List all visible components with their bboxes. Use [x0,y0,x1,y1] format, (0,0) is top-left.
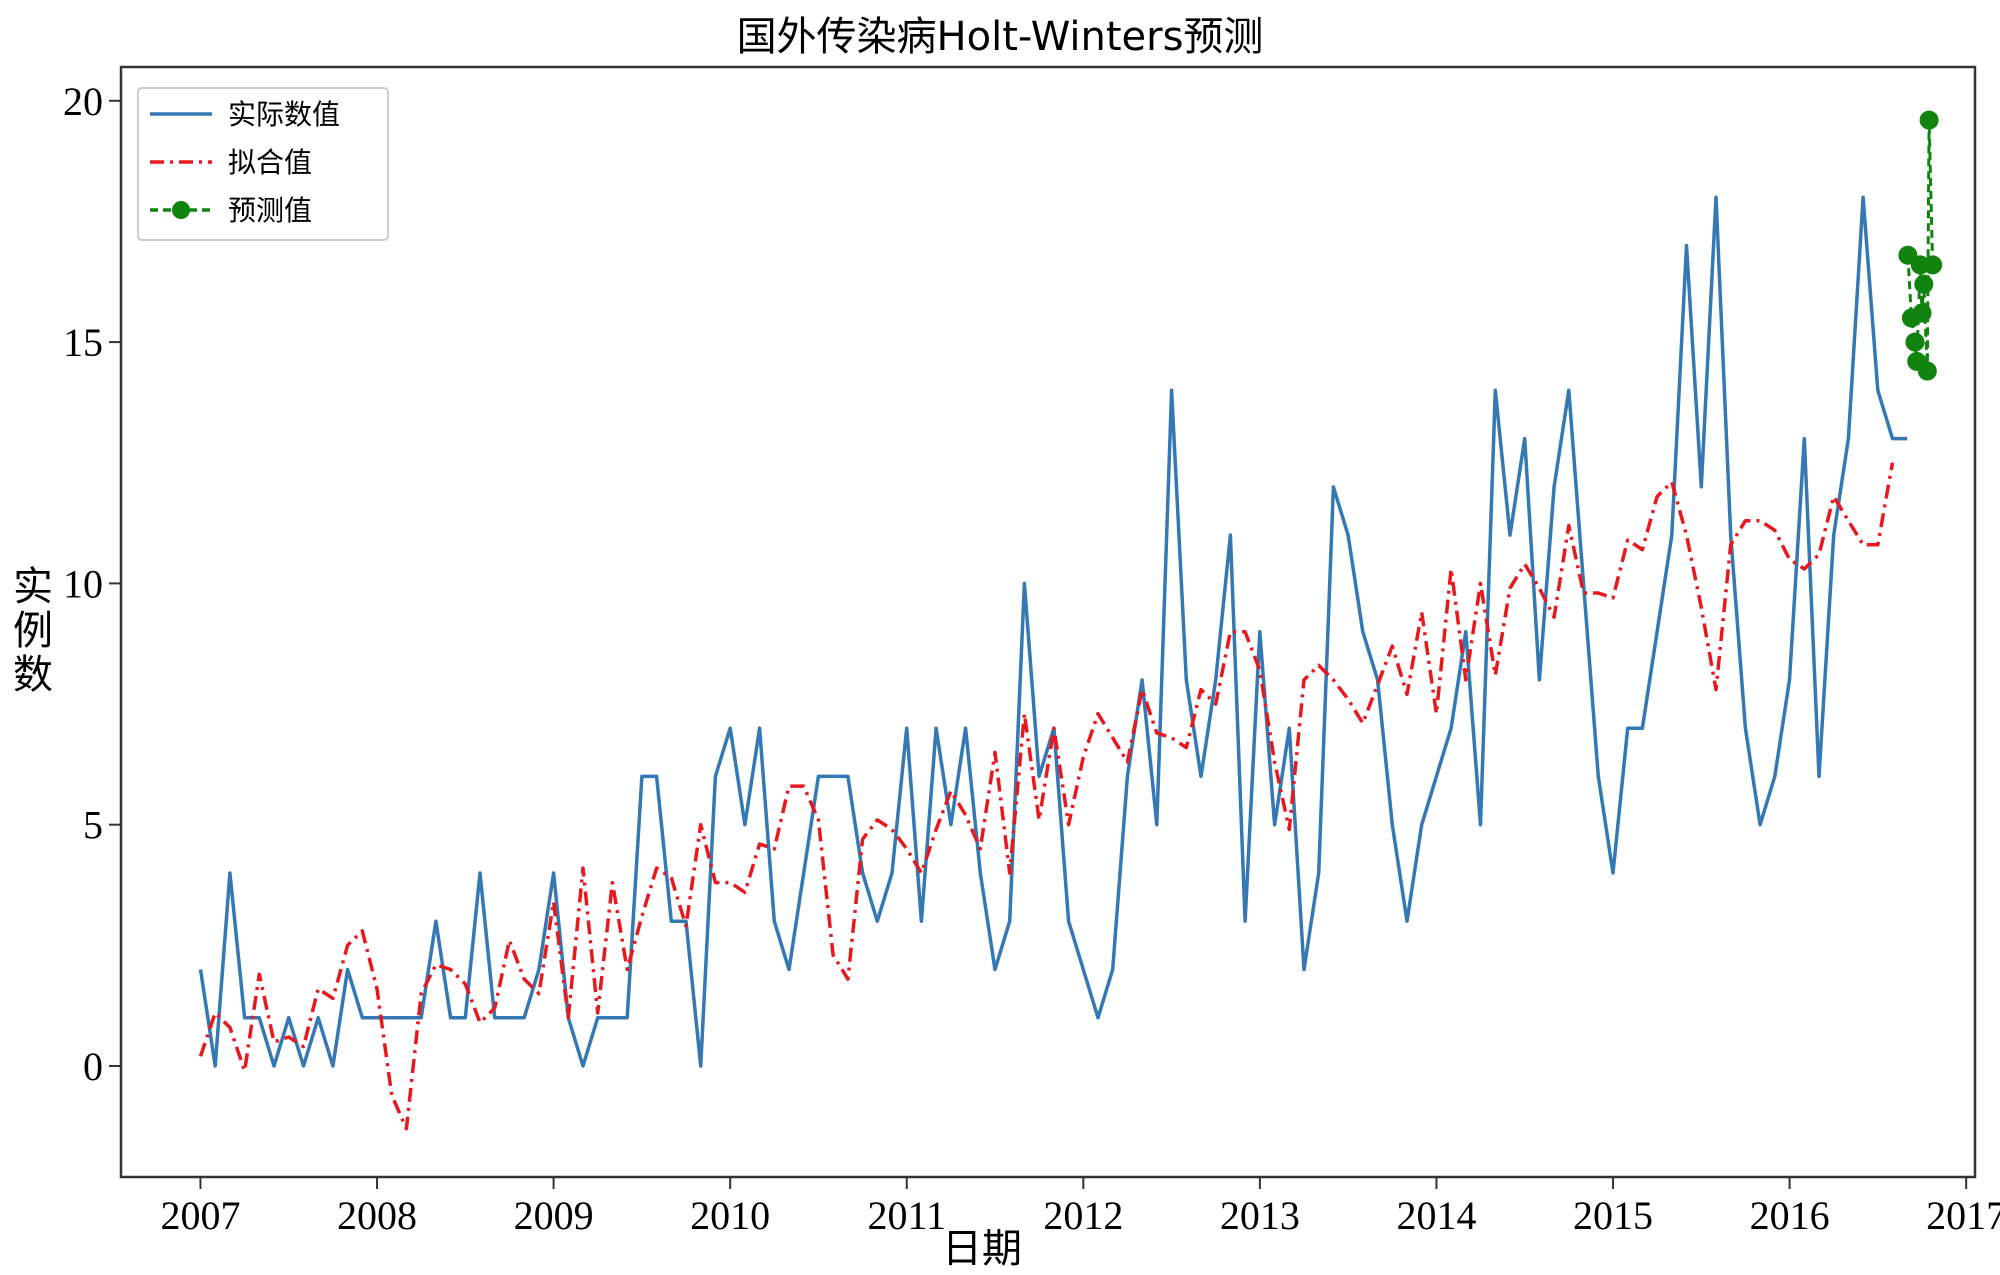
chart-title: 国外传染病Holt-Winters预测 [737,14,1264,60]
series-layer [198,110,1943,1131]
legend-marker [172,201,190,219]
legend-label: 拟合值 [228,146,312,179]
forecast-point [1923,255,1943,275]
legend-box [137,87,389,241]
forecast-point [1905,332,1925,352]
y-tick-label: 10 [63,561,103,606]
y-tick-label: 20 [63,79,103,124]
series-line-0 [198,195,1908,1068]
forecast-point [1917,361,1937,381]
x-tick-label: 2014 [1396,1193,1476,1238]
y-axis: 0 5 10 15 20 [63,79,121,1089]
plot-frame [119,65,1977,1179]
x-tick-label: 2013 [1220,1193,1300,1238]
y-tick-label: 5 [83,803,103,848]
x-tick-label: 2008 [337,1193,417,1238]
x-tick-label: 2012 [1043,1193,1123,1238]
y-tick-label: 15 [63,320,103,365]
legend-label: 预测值 [228,194,312,227]
x-tick-label: 2016 [1750,1193,1830,1238]
x-tick-label: 2017 [1926,1193,2000,1238]
forecast-point [1919,110,1939,130]
x-tick-label: 2015 [1573,1193,1653,1238]
x-tick-label: 2009 [514,1193,594,1238]
series-line-1 [198,462,1895,1131]
forecast-point [1914,274,1934,294]
forecast-point [1912,303,1932,323]
x-tick-label: 2011 [867,1193,946,1238]
y-tick-label: 0 [83,1044,103,1089]
legend-label: 实际数值 [228,98,340,131]
x-tick-label: 2007 [160,1193,240,1238]
y-axis-label-text: 实例数 [13,564,53,698]
x-axis-label: 日期 [942,1226,1022,1272]
x-tick-label: 2010 [690,1193,770,1238]
y-axis-label: 实例数 [13,564,53,698]
x-axis: 2007 2008 2009 2010 2011 2012 2013 2014 2015 2016… [160,1177,2000,1238]
